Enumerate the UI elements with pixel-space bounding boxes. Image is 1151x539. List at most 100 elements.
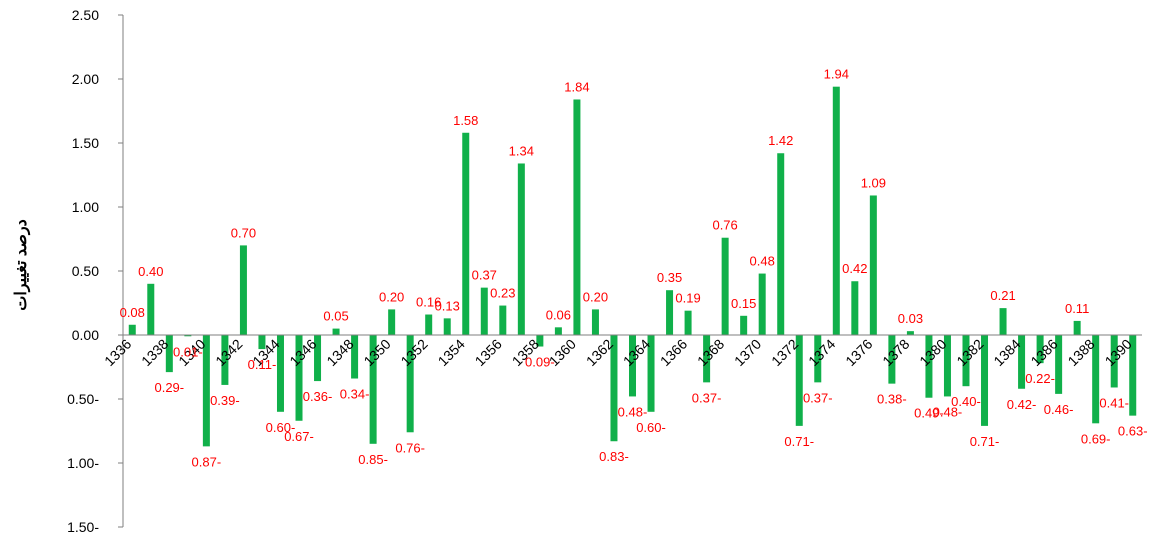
data-label: 0.60- [636, 420, 666, 435]
x-tick-label: 1368 [694, 336, 727, 369]
bar [999, 308, 1007, 335]
y-tick-label: 0.50 [72, 263, 99, 279]
bar [591, 309, 599, 335]
bar [981, 335, 989, 426]
bar [721, 237, 729, 335]
bar [906, 331, 914, 335]
data-label: 0.85- [358, 452, 388, 467]
data-label: 0.87- [192, 454, 222, 469]
data-label: 0.37- [692, 390, 722, 405]
bar [851, 281, 859, 335]
data-label: 0.83- [599, 449, 629, 464]
data-label: 0.03 [898, 311, 923, 326]
data-label: 0.08 [120, 305, 145, 320]
x-tick-label: 1342 [212, 336, 245, 369]
bar [814, 335, 822, 383]
y-axis: 2.50 2.00 1.50 1.00 0.50 0.00 0.50- 1.00- 1.50- [67, 7, 124, 535]
x-tick-label: 1370 [731, 336, 764, 369]
bar [499, 305, 507, 335]
data-label: 0.71- [784, 434, 814, 449]
bar [369, 335, 377, 444]
bar [869, 195, 877, 335]
y-axis-title: درصد تغییرات [13, 219, 31, 310]
x-tick-label: 1350 [360, 336, 393, 369]
data-label: 0.06 [546, 307, 571, 322]
data-label: 0.71- [970, 434, 1000, 449]
data-label: 0.21 [990, 288, 1015, 303]
data-label: 0.40 [138, 264, 163, 279]
bar [684, 310, 692, 335]
bar [758, 273, 766, 335]
data-label: 1.42 [768, 133, 793, 148]
bar [1018, 335, 1026, 389]
bar [554, 327, 562, 335]
bar [221, 335, 229, 385]
bar [536, 335, 544, 347]
data-label: 1.34 [509, 143, 534, 158]
data-label: 1.09 [861, 175, 886, 190]
data-label: 0.42- [1007, 397, 1037, 412]
bar [740, 315, 748, 335]
data-label: 0.20 [583, 289, 608, 304]
bar [832, 86, 840, 336]
x-tick-label: 1356 [472, 336, 505, 369]
bar [258, 335, 266, 350]
data-label: 0.69- [1081, 431, 1111, 446]
data-label: 1.94 [824, 67, 849, 82]
bar [388, 309, 396, 335]
data-label: 0.11- [248, 357, 277, 372]
bar [184, 335, 192, 337]
bar [351, 335, 359, 379]
data-label: 0.76- [395, 440, 425, 455]
bar [443, 318, 451, 335]
data-label: 0.19 [675, 291, 700, 306]
data-label: 1.84 [564, 79, 589, 94]
bar [406, 335, 414, 433]
data-label: 0.20 [379, 289, 404, 304]
y-tick-label: 1.00 [72, 199, 99, 215]
data-label: 0.29- [154, 380, 184, 395]
data-label: 0.46- [1044, 402, 1074, 417]
data-label: 0.05 [323, 309, 348, 324]
data-label: 0.67- [284, 429, 314, 444]
bar [332, 328, 340, 335]
data-label: 0.42 [842, 261, 867, 276]
x-tick-label: 1378 [879, 336, 912, 369]
data-label: 0.16 [416, 295, 441, 310]
data-label: 0.37- [803, 390, 833, 405]
bar [1073, 320, 1081, 335]
bar [425, 314, 433, 335]
bar [629, 335, 636, 397]
bar [666, 290, 674, 335]
x-tick-label: 1376 [842, 336, 875, 369]
bar [962, 335, 970, 387]
bar [888, 335, 896, 384]
y-tick-label: 1.00- [67, 455, 99, 471]
bars [128, 86, 1137, 447]
data-label: 0.34- [340, 387, 370, 402]
data-label: 0.48 [750, 254, 775, 269]
bar [795, 335, 803, 426]
data-label: 0.39- [210, 393, 240, 408]
data-label: 0.41- [1099, 395, 1129, 410]
data-label: 0.23 [490, 286, 515, 301]
data-labels: 0.08 0.40 0.29- 0.01- 0.87- 0.39- 0.70 0.11- 0.6… [120, 67, 1148, 470]
x-tick-label: 1374 [805, 336, 838, 369]
bar [925, 335, 933, 398]
data-label: 0.11 [1065, 301, 1089, 316]
bar [777, 153, 785, 335]
x-tick-label: 1366 [657, 336, 690, 369]
data-label: 0.37 [472, 268, 497, 283]
data-label: 0.40- [951, 394, 981, 409]
y-tick-label: 1.50 [72, 135, 99, 151]
data-label: 0.38- [877, 392, 907, 407]
data-label: 0.22- [1025, 371, 1055, 386]
y-tick-label: 2.50 [72, 7, 99, 23]
bar [128, 324, 136, 335]
bar [1036, 335, 1044, 364]
data-label: 0.09- [525, 355, 555, 370]
bar [1092, 335, 1100, 424]
data-label: 0.60- [266, 420, 296, 435]
data-label: 0.48- [933, 404, 963, 419]
